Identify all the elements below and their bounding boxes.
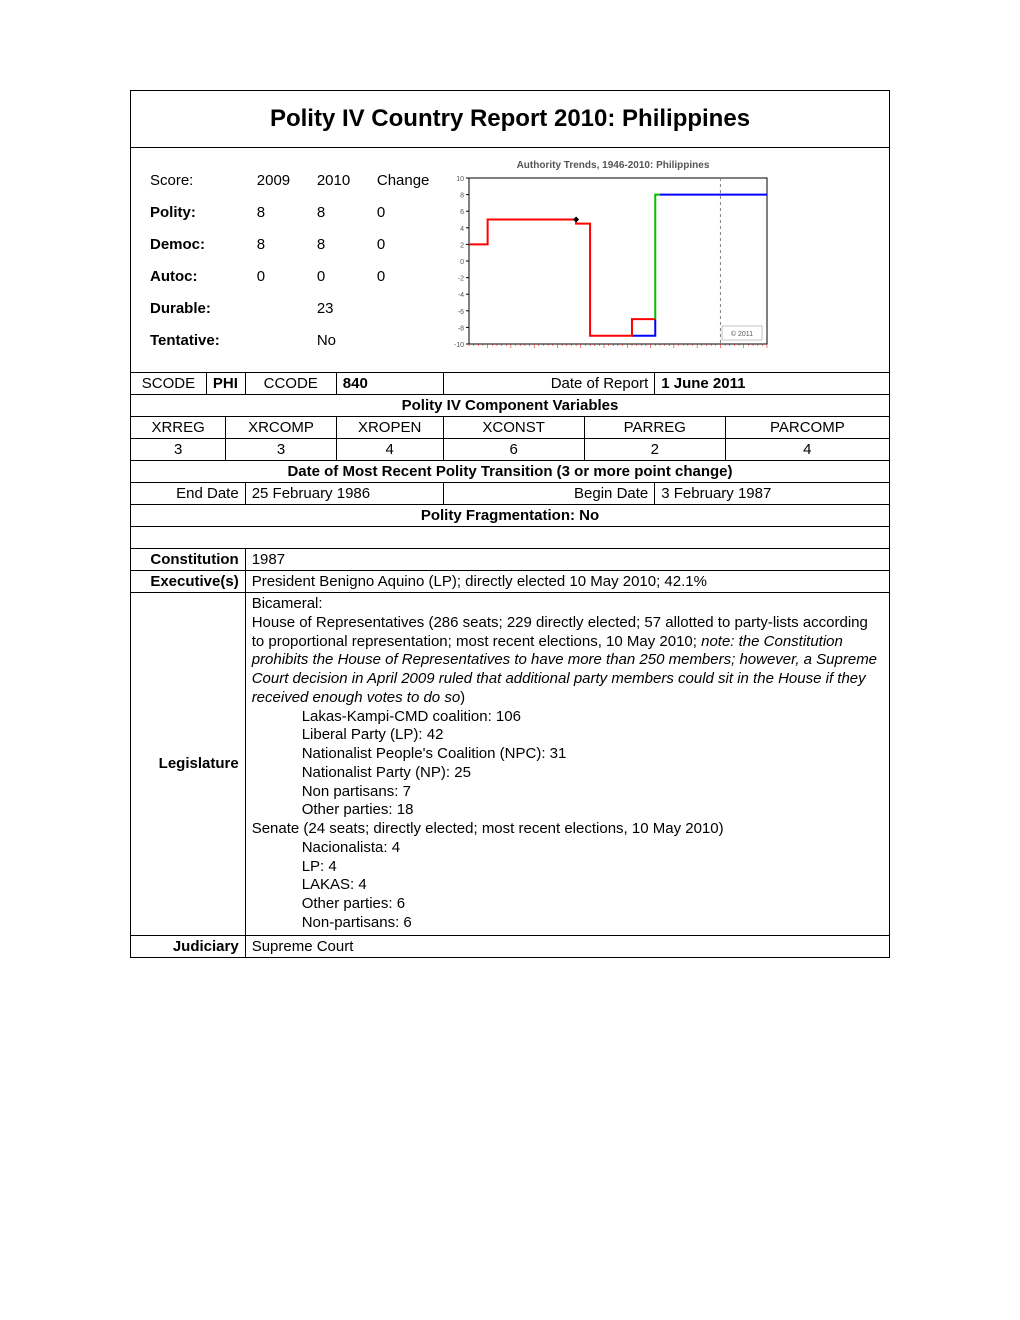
- score-header-score: Score:: [150, 165, 257, 197]
- score-tentative-label: Tentative:: [150, 325, 257, 357]
- judiciary-value: Supreme Court: [245, 935, 889, 957]
- legis-senate: Senate (24 seats; directly elected; most…: [252, 820, 883, 839]
- constitution-value: 1987: [245, 549, 889, 571]
- components-header: Polity IV Component Variables: [131, 395, 890, 417]
- svg-text:2: 2: [460, 242, 464, 249]
- score-tentative-2010: No: [317, 325, 377, 357]
- legis-s5: Non-partisans: 6: [252, 914, 883, 933]
- date-of-report-value: 1 June 2011: [655, 373, 890, 395]
- score-polity-2010: 8: [317, 197, 377, 229]
- svg-text:-10: -10: [454, 342, 464, 349]
- legis-h1: Lakas-Kampi-CMD coalition: 106: [252, 708, 883, 727]
- fragmentation: Polity Fragmentation: No: [131, 505, 890, 527]
- comp-xropen-value: 4: [336, 439, 443, 461]
- score-autoc-2009: 0: [257, 261, 317, 293]
- svg-text:10: 10: [456, 176, 464, 183]
- svg-text:-2: -2: [458, 276, 464, 283]
- svg-text:-6: -6: [458, 309, 464, 316]
- score-polity-label: Polity:: [150, 197, 257, 229]
- comp-xconst-label: XCONST: [443, 417, 584, 439]
- transition-end-value: 25 February 1986: [245, 483, 443, 505]
- score-durable-2009: [257, 293, 317, 325]
- scode-value: PHI: [206, 373, 245, 395]
- score-polity-change: 0: [377, 197, 442, 229]
- score-durable-2010: 23: [317, 293, 377, 325]
- score-tentative-2009: [257, 325, 317, 357]
- score-autoc-label: Autoc:: [150, 261, 257, 293]
- transition-end-label: End Date: [131, 483, 246, 505]
- comp-xropen-label: XROPEN: [336, 417, 443, 439]
- score-durable-label: Durable:: [150, 293, 257, 325]
- svg-text:4: 4: [460, 226, 464, 233]
- transition-begin-label: Begin Date: [443, 483, 655, 505]
- legis-s1: Nacionalista: 4: [252, 839, 883, 858]
- score-democ-2010: 8: [317, 229, 377, 261]
- comp-parreg-value: 2: [584, 439, 725, 461]
- svg-text:8: 8: [460, 193, 464, 200]
- legis-house: House of Representatives (286 seats; 229…: [252, 614, 883, 708]
- score-polity-2009: 8: [257, 197, 317, 229]
- comp-parcomp-value: 4: [725, 439, 889, 461]
- legislature-value: Bicameral: House of Representatives (286…: [245, 593, 889, 936]
- score-header-2010: 2010: [317, 165, 377, 197]
- executive-label: Executive(s): [131, 571, 246, 593]
- ccode-value: 840: [336, 373, 443, 395]
- score-header-2009: 2009: [257, 165, 317, 197]
- score-block: Score: 2009 2010 Change Polity: 8 8 0 De…: [132, 149, 442, 369]
- legis-h5: Non partisans: 7: [252, 783, 883, 802]
- score-header-change: Change: [377, 165, 442, 197]
- legis-bicameral: Bicameral:: [252, 595, 883, 614]
- comp-xconst-value: 6: [443, 439, 584, 461]
- svg-text:Authority Trends, 1946-2010: P: Authority Trends, 1946-2010: Philippines: [517, 160, 710, 171]
- legis-s4: Other parties: 6: [252, 895, 883, 914]
- svg-text:0: 0: [460, 259, 464, 266]
- score-tentative-change: [377, 325, 442, 357]
- executive-value: President Benigno Aquino (LP); directly …: [245, 571, 889, 593]
- score-autoc-2010: 0: [317, 261, 377, 293]
- authority-trends-chart: Authority Trends, 1946-2010: Philippines…: [443, 156, 783, 366]
- comp-xrreg-value: 3: [131, 439, 226, 461]
- score-durable-change: [377, 293, 442, 325]
- legis-h4: Nationalist Party (NP): 25: [252, 764, 883, 783]
- comp-xrreg-label: XRREG: [131, 417, 226, 439]
- comp-xrcomp-value: 3: [226, 439, 336, 461]
- svg-text:© 2011: © 2011: [731, 330, 753, 338]
- legis-h2: Liberal Party (LP): 42: [252, 726, 883, 745]
- legis-h3: Nationalist People's Coalition (NPC): 31: [252, 745, 883, 764]
- ccode-label: CCODE: [245, 373, 336, 395]
- comp-xrcomp-label: XRCOMP: [226, 417, 336, 439]
- transition-begin-value: 3 February 1987: [655, 483, 890, 505]
- legis-h6: Other parties: 18: [252, 801, 883, 820]
- svg-text:-8: -8: [458, 325, 464, 332]
- svg-text:-4: -4: [458, 292, 464, 299]
- legis-s2: LP: 4: [252, 858, 883, 877]
- constitution-label: Constitution: [131, 549, 246, 571]
- scode-label: SCODE: [131, 373, 207, 395]
- judiciary-label: Judiciary: [131, 935, 246, 957]
- svg-text:6: 6: [460, 209, 464, 216]
- score-autoc-change: 0: [377, 261, 442, 293]
- score-democ-label: Democ:: [150, 229, 257, 261]
- score-democ-change: 0: [377, 229, 442, 261]
- legislature-label: Legislature: [131, 593, 246, 936]
- score-democ-2009: 8: [257, 229, 317, 261]
- report-title: Polity IV Country Report 2010: Philippin…: [131, 91, 890, 148]
- report-table: Polity IV Country Report 2010: Philippin…: [130, 90, 890, 958]
- comp-parcomp-label: PARCOMP: [725, 417, 889, 439]
- transition-header: Date of Most Recent Polity Transition (3…: [131, 461, 890, 483]
- date-of-report-label: Date of Report: [443, 373, 655, 395]
- legis-s3: LAKAS: 4: [252, 876, 883, 895]
- comp-parreg-label: PARREG: [584, 417, 725, 439]
